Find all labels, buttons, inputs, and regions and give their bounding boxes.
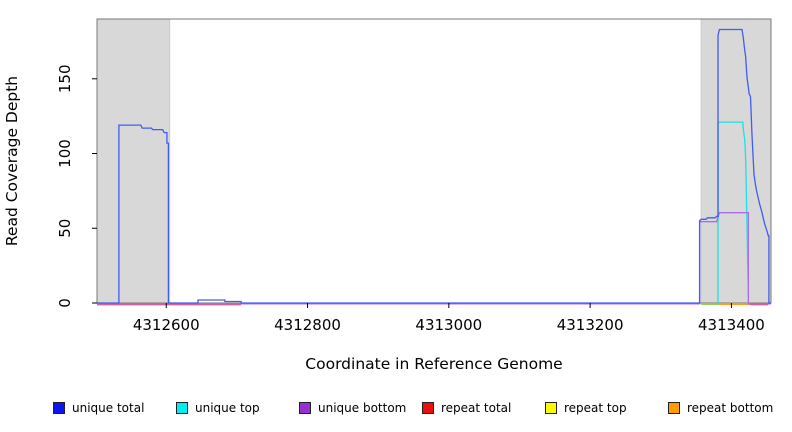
svg-text:100: 100 xyxy=(56,139,74,168)
legend: unique total unique top unique bottom re… xyxy=(0,397,792,421)
y-axis-label: Read Coverage Depth xyxy=(3,76,21,246)
legend-swatch-repeat-total xyxy=(422,402,434,414)
legend-swatch-unique-top xyxy=(176,402,188,414)
svg-text:4312800: 4312800 xyxy=(274,316,341,334)
legend-swatch-unique-total xyxy=(53,402,65,414)
legend-swatch-unique-bottom xyxy=(299,402,311,414)
legend-label: repeat top xyxy=(564,401,627,415)
legend-label: repeat total xyxy=(441,401,512,415)
x-axis-label: Coordinate in Reference Genome xyxy=(305,355,562,373)
legend-item-unique-top: unique top xyxy=(176,397,260,419)
legend-item-repeat-bottom: repeat bottom xyxy=(668,397,773,419)
svg-text:50: 50 xyxy=(56,219,74,238)
svg-text:4313400: 4313400 xyxy=(698,316,765,334)
legend-item-unique-bottom: unique bottom xyxy=(299,397,406,419)
legend-swatch-repeat-top xyxy=(545,402,557,414)
legend-item-repeat-total: repeat total xyxy=(422,397,511,419)
legend-swatch-repeat-bottom xyxy=(668,402,680,414)
svg-text:4312600: 4312600 xyxy=(133,316,200,334)
svg-text:150: 150 xyxy=(56,64,74,93)
legend-label: unique top xyxy=(195,401,260,415)
legend-item-unique-total: unique total xyxy=(53,397,144,419)
legend-label: unique total xyxy=(72,401,145,415)
svg-text:0: 0 xyxy=(56,298,74,308)
svg-text:4313000: 4313000 xyxy=(415,316,482,334)
legend-item-repeat-top: repeat top xyxy=(545,397,627,419)
legend-label: unique bottom xyxy=(318,401,407,415)
legend-label: repeat bottom xyxy=(687,401,774,415)
svg-text:4313200: 4313200 xyxy=(557,316,624,334)
